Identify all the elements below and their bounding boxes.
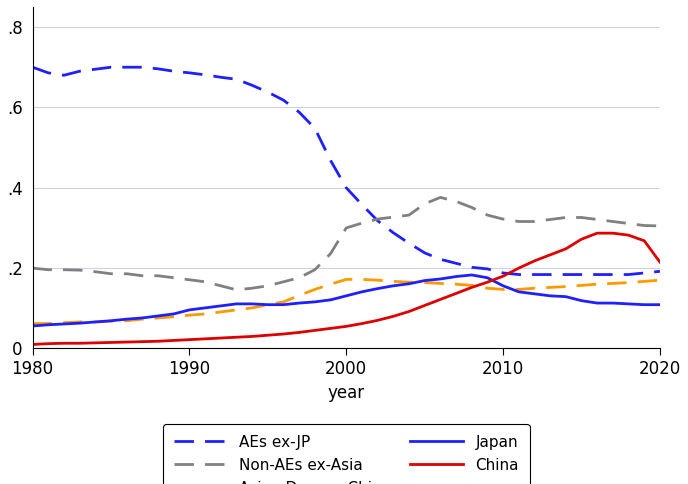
Legend: AEs ex-JP, Non-AEs ex-Asia, Asian Dev. ex.China, Japan, China: AEs ex-JP, Non-AEs ex-Asia, Asian Dev. e… (163, 424, 530, 484)
X-axis label: year: year (327, 384, 365, 402)
